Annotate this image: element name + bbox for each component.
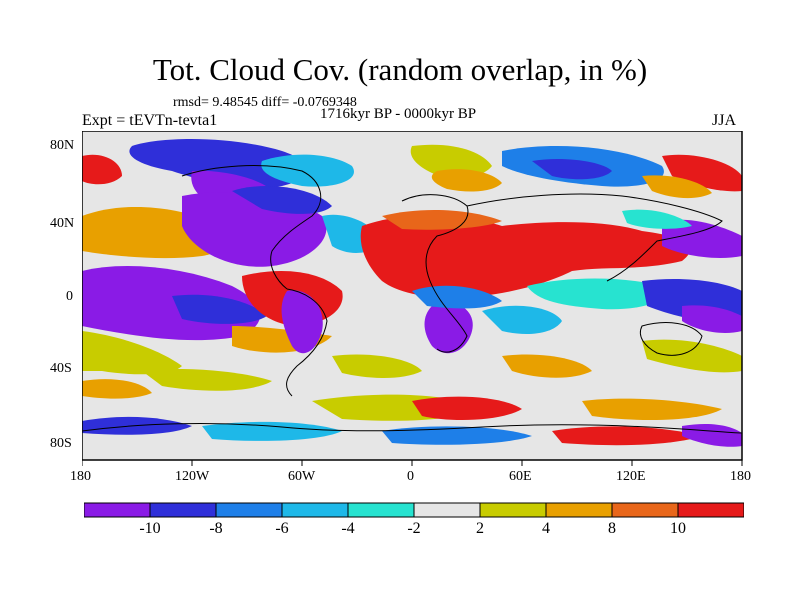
anomaly-region	[82, 331, 182, 375]
anomaly-region	[527, 278, 664, 310]
anomaly-region	[382, 209, 502, 230]
colorbar-label: -2	[407, 520, 421, 537]
lon-label-60e: 60E	[509, 469, 532, 484]
colorbar-label: 10	[670, 520, 686, 537]
colorbar-label: -8	[209, 520, 223, 537]
colorbar-label: -6	[275, 520, 289, 537]
lon-label-60w: 60W	[288, 469, 316, 484]
anomaly-region	[642, 175, 712, 199]
anomaly-region	[232, 186, 332, 214]
anomaly-region	[662, 154, 742, 192]
africa-europe-coast	[401, 194, 469, 353]
anomaly-region	[410, 144, 492, 178]
anomaly-region	[431, 169, 502, 192]
anomaly-region	[662, 219, 742, 258]
coastlines	[82, 165, 742, 434]
lat-label-80n: 80N	[50, 138, 75, 153]
cloud-cover-map	[82, 131, 743, 466]
colorbar-swatch	[479, 502, 547, 518]
lat-label-80s: 80S	[50, 436, 72, 451]
anomaly-region	[382, 426, 532, 445]
colorbar-swatch	[677, 502, 744, 518]
colorbar-swatch	[545, 502, 613, 518]
anomaly-region	[642, 339, 742, 373]
anomaly-region	[172, 294, 267, 324]
lon-label-120e: 120E	[616, 469, 646, 484]
colorbar-label: -10	[139, 520, 161, 537]
lon-label-180e: 180	[730, 469, 751, 484]
anomaly-region	[281, 290, 323, 354]
lon-label-180w: 180	[70, 469, 91, 484]
colorbar-label: 4	[542, 520, 550, 537]
anomaly-region	[82, 379, 152, 399]
colorbar-swatch	[215, 502, 283, 518]
anomaly-region	[412, 396, 522, 421]
anomaly-region	[424, 302, 473, 354]
anomaly-region	[82, 154, 122, 185]
colorbar-label: 8	[608, 520, 616, 537]
rmsd-diff-stats: rmsd= 9.48545 diff= -0.0769348	[173, 95, 357, 110]
anomaly-region	[582, 398, 722, 421]
lat-label-0: 0	[66, 289, 73, 304]
antarctica-coast	[82, 423, 742, 434]
colorbar-label: 2	[476, 520, 484, 537]
anomaly-region	[552, 426, 702, 446]
anomaly-region	[360, 215, 690, 298]
anomaly-region	[682, 305, 742, 333]
lat-label-40s: 40S	[50, 361, 72, 376]
colorbar-label: -4	[341, 520, 355, 537]
north-america-coast	[181, 165, 322, 290]
colorbar-swatch	[149, 502, 217, 518]
asia-coast	[466, 193, 723, 282]
anomaly-region	[622, 209, 692, 229]
anomaly-region	[261, 154, 354, 187]
anomaly-region	[502, 354, 592, 378]
lat-label-40n: 40N	[50, 216, 75, 231]
lon-label-0: 0	[407, 469, 414, 484]
colorbar-swatch	[413, 502, 481, 518]
lon-label-120w: 120W	[175, 469, 210, 484]
anomaly-region	[142, 369, 272, 391]
anomaly-region	[532, 159, 612, 180]
anomaly-region	[482, 305, 562, 334]
anomaly-region	[129, 139, 309, 188]
season-label: JJA	[712, 112, 737, 129]
colorbar	[84, 502, 744, 518]
colorbar-swatch	[281, 502, 349, 518]
colorbar-swatch	[611, 502, 679, 518]
anomaly-region	[332, 354, 422, 378]
time-period-label: 1716kyr BP - 0000kyr BP	[320, 106, 477, 122]
plot-title: Tot. Cloud Cov. (random overlap, in %)	[152, 52, 648, 87]
axis-ticks	[82, 460, 743, 466]
colorbar-swatch	[84, 502, 151, 518]
experiment-label: Expt = tEVTn-tevta1	[82, 112, 218, 129]
australia-coast	[639, 322, 703, 356]
map-field	[82, 131, 742, 460]
south-america-coast	[286, 288, 328, 397]
anomaly-region	[202, 421, 342, 441]
colorbar-swatch	[347, 502, 415, 518]
